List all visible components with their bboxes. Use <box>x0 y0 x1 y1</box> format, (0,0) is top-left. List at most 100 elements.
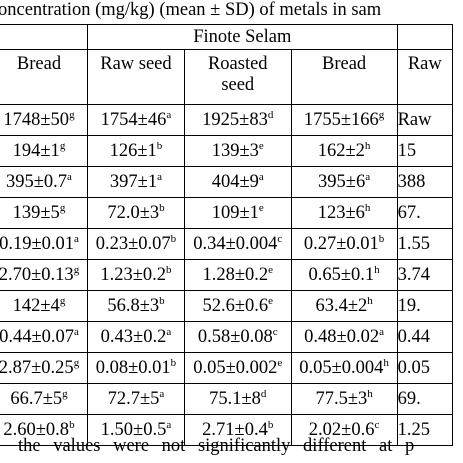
table-cell: 75.1±8d <box>183 383 292 415</box>
table-cell: 0.65±0.1h <box>290 259 398 291</box>
table-cell: 109±1e <box>183 197 292 229</box>
cell-value: 0.44 <box>397 327 430 347</box>
table-cell: 19. <box>396 290 454 322</box>
cell-superscript: a <box>73 325 79 338</box>
cell-superscript: a <box>157 170 162 183</box>
table-cell: 395±6a <box>290 166 398 198</box>
table-body: Finote Selam Bread Raw seed Roasted seed … <box>0 24 454 446</box>
group-header-finote-selam: Finote Selam <box>86 24 398 50</box>
table-row: 2.70±0.13g 1.23±0.2b 1.28±0.2e 0.65±0.1h 3.7… <box>0 259 454 291</box>
table-cell: 0.05±0.002e <box>183 352 292 384</box>
cell-value: 0.65±0.1 <box>308 265 375 285</box>
table-cell: 2.71±0.4b <box>183 414 292 446</box>
cell-superscript: b <box>156 139 163 152</box>
table-cell: 2.60±0.8b <box>0 414 88 446</box>
table-cell: 194±1g <box>0 135 88 167</box>
cell-superscript: e <box>268 263 274 276</box>
table-cell: 56.8±3b <box>86 290 185 322</box>
table-cell: 162±2h <box>290 135 398 167</box>
table-cell: 66.7±5g <box>0 383 88 415</box>
table-row: 66.7±5g 72.7±5a 75.1±8d 77.5±3h 69. <box>0 383 454 415</box>
table-cell: 1.28±0.2e <box>183 259 292 291</box>
cell-superscript: d <box>267 108 274 121</box>
cell-value: 1755±166 <box>303 110 379 130</box>
cell-superscript: h <box>367 387 373 400</box>
table-cell: 72.0±3b <box>86 197 185 229</box>
cell-superscript: g <box>73 356 80 369</box>
table-cell: 0.19±0.01a <box>0 228 88 260</box>
cell-superscript: b <box>170 232 177 245</box>
cell-value: 0.05 <box>397 358 430 378</box>
cell-superscript: b <box>69 418 75 431</box>
group-header-row: Finote Selam <box>0 24 454 50</box>
cell-superscript: g <box>59 294 66 307</box>
cell-value: 139±5 <box>12 203 60 223</box>
cell-value: 142±4 <box>12 296 60 316</box>
cell-superscript: c <box>272 325 278 338</box>
table-cell: 72.7±5a <box>86 383 185 415</box>
table-cell: 0.05 <box>396 352 454 384</box>
cell-value: 2.71±0.4 <box>202 420 268 440</box>
column-header-row: Bread Raw seed Roasted seed Bread Raw <box>0 49 454 105</box>
table-cell: 123±6h <box>290 197 398 229</box>
cell-value: 1.28±0.2 <box>202 265 269 285</box>
cell-value: 0.34±0.004 <box>193 234 278 254</box>
table-cell: 139±3e <box>183 135 292 167</box>
cell-superscript: h <box>367 294 373 307</box>
cell-superscript: g <box>59 139 66 152</box>
table-cell: 0.43±0.2a <box>86 321 185 353</box>
table-cell: 3.74 <box>396 259 454 291</box>
table-cell: 142±4g <box>0 290 88 322</box>
cell-value: 69. <box>397 389 421 409</box>
cell-superscript: b <box>378 232 385 245</box>
cell-value: 0.05±0.004 <box>299 358 384 378</box>
table-cell: 1.25 <box>396 414 454 446</box>
table-cell: 1925±83d <box>183 104 292 136</box>
cell-value: 1748±50 <box>3 110 70 130</box>
table-cell: 0.44 <box>396 321 454 353</box>
cell-superscript: b <box>170 356 177 369</box>
cell-superscript: a <box>67 170 72 183</box>
cell-value: 19. <box>397 296 421 316</box>
cell-value: 2.60±0.8 <box>3 420 70 440</box>
cell-superscript: e <box>268 294 274 307</box>
cell-superscript: g <box>378 108 385 121</box>
cell-value: 397±1 <box>109 172 158 192</box>
cell-value: 2.02±0.6 <box>308 420 375 440</box>
table-cell: 67. <box>396 197 454 229</box>
table-cell: 15 <box>396 135 454 167</box>
table-row: 194±1g 126±1b 139±3e 162±2h 15 <box>0 135 454 167</box>
table-row: 1748±50g 1754±46a 1925±83d 1755±166g Raw <box>0 104 454 136</box>
table-cell: 404±9a <box>183 166 292 198</box>
cell-value: Raw <box>397 110 432 130</box>
table-cell: 388 <box>396 166 454 198</box>
table-cell: 395±0.7a <box>0 166 88 198</box>
cell-superscript: h <box>383 356 389 369</box>
group-empty-cell <box>0 24 88 50</box>
cell-value: 395±6 <box>318 172 366 192</box>
cell-superscript: e <box>277 356 283 369</box>
cell-value: 72.0±3 <box>107 203 160 223</box>
cell-value: 56.8±3 <box>107 296 160 316</box>
cell-superscript: e <box>258 139 264 152</box>
cell-value: 67. <box>397 203 421 223</box>
cell-value: 1925±83 <box>202 110 268 130</box>
cell-value: 123±6 <box>317 203 365 223</box>
table-row: 395±0.7a 397±1a 404±9a 395±6a 388 <box>0 166 454 198</box>
table-cell: 63.4±2h <box>290 290 398 322</box>
table-cell: 0.48±0.02a <box>290 321 398 353</box>
col-header-roasted-seed: Roasted seed <box>183 49 292 105</box>
cell-value: 194±1 <box>12 141 60 161</box>
cell-superscript: a <box>365 170 371 183</box>
cell-value: 3.74 <box>397 265 430 285</box>
cell-superscript: a <box>73 232 79 245</box>
table-cell: 397±1a <box>86 166 185 198</box>
table-cell: 0.34±0.004c <box>183 228 292 260</box>
caption-text: oncentration (mg/kg) (mean ± SD) of meta… <box>0 0 382 20</box>
cell-superscript: h <box>364 201 371 214</box>
cell-superscript: a <box>166 418 172 431</box>
table-row: 0.44±0.07a 0.43±0.2a 0.58±0.08c 0.48±0.02a 0… <box>0 321 454 353</box>
cell-superscript: d <box>260 387 267 400</box>
table-cell: 77.5±3h <box>290 383 398 415</box>
